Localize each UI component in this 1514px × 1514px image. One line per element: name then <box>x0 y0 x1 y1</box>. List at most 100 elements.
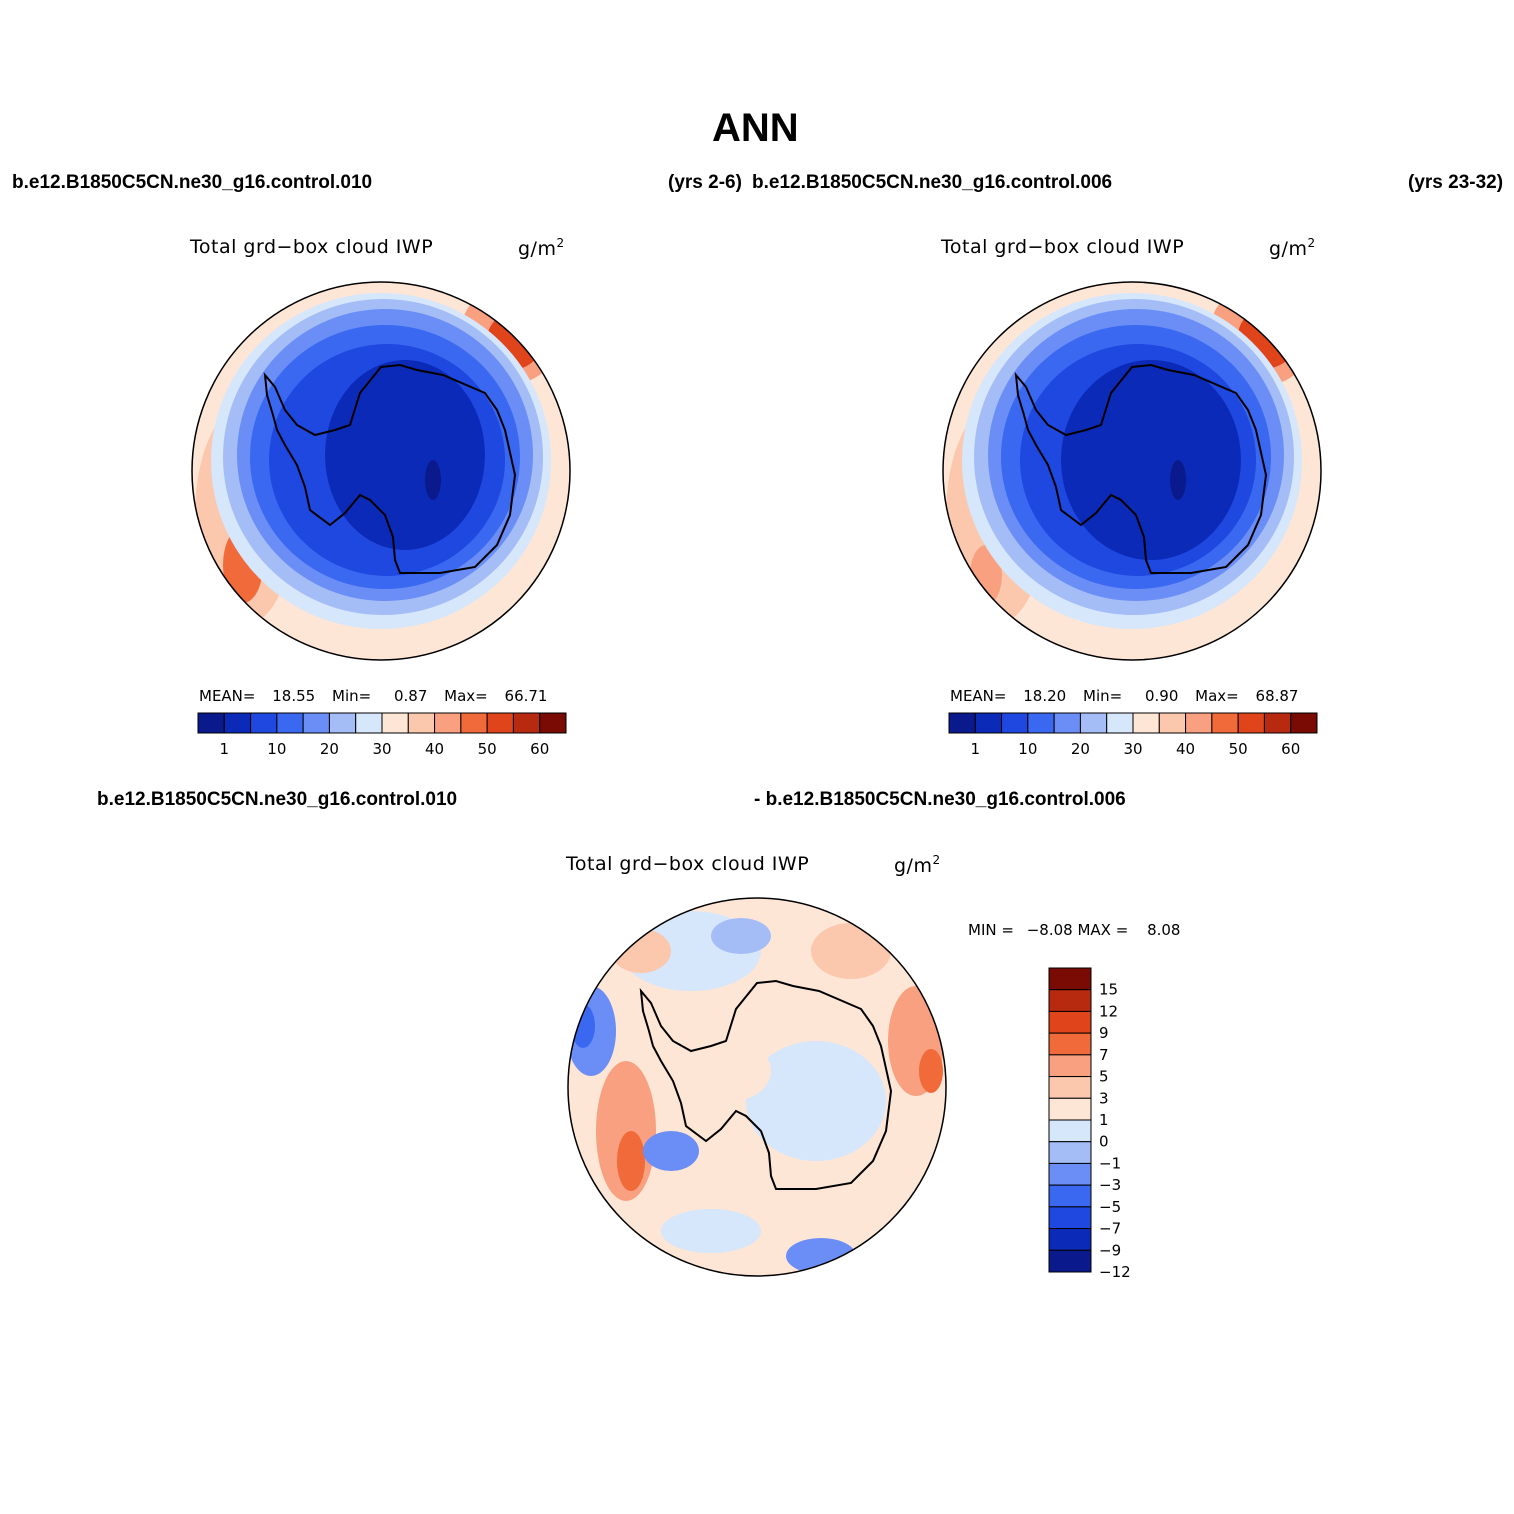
panel2-colorbar-box <box>1185 712 1213 734</box>
panel1-colorbar-box <box>197 712 225 734</box>
panel1-stats: MEAN= 18.55 Min= 0.87 Max= 66.71 <box>199 687 547 705</box>
panel1-colorbar-box <box>512 712 541 734</box>
diff-colorbar-box <box>1048 967 1092 991</box>
panel1-max-label: Max= <box>444 687 488 705</box>
diff-contour-fill <box>568 898 946 1276</box>
panel2-stats: MEAN= 18.20 Min= 0.90 Max= 68.87 <box>950 687 1298 705</box>
panel1-map-border <box>191 281 571 661</box>
panel1-colorbar-box <box>328 712 357 734</box>
panel1-contour-fill <box>192 282 570 660</box>
panel2-colorbar-box <box>1211 712 1239 734</box>
diff-polar-map <box>567 897 947 1277</box>
diff-units-base: g/m <box>894 855 933 877</box>
diff-colorbar-box <box>1048 1184 1092 1208</box>
panel2-units-base: g/m <box>1269 238 1308 260</box>
panel2-case-label: b.e12.B1850C5CN.ne30_g16.control.006 <box>752 172 1113 193</box>
diff-faint-blue-center <box>746 1041 886 1161</box>
panel2-max-value: 68.87 <box>1255 687 1299 705</box>
panel2-contour-fill <box>943 282 1321 660</box>
panel1-units-base: g/m <box>518 238 557 260</box>
panel2-years-label: (yrs 23-32) <box>1408 172 1504 193</box>
panel2-mean-value: 18.20 <box>1023 687 1067 705</box>
diff-colorbar-box <box>1048 1249 1092 1273</box>
diff-colorbar-tick-label: −1 <box>1099 1154 1121 1172</box>
panel2-colorbar-tick-label: 50 <box>1229 740 1248 758</box>
panel1-colorbar-tick-label: 30 <box>372 740 391 758</box>
panel2-max-label: Max= <box>1195 687 1239 705</box>
diff-colorbar-box <box>1048 1206 1092 1230</box>
diff-colorbar-tick-label: 0 <box>1099 1133 1109 1151</box>
diff-colorbar-box <box>1048 1032 1092 1056</box>
panel2-colorbar-box <box>1106 712 1134 734</box>
panel1-units-exp: 2 <box>556 236 565 250</box>
panel1-years-label: (yrs 2-6) <box>668 172 742 193</box>
panel1-colorbar-box <box>302 712 330 734</box>
panel2-units: g/m2 <box>1269 236 1316 260</box>
panel2-colorbar-box <box>1001 712 1029 734</box>
diff-units-exp: 2 <box>932 853 941 867</box>
panel2-colorbar-box <box>1027 712 1055 734</box>
panel2-colorbar-box <box>1158 712 1187 734</box>
diff-map-border <box>567 897 947 1277</box>
diff-max-label: MAX = <box>1077 921 1129 939</box>
diff-colorbar-tick-label: 1 <box>1099 1111 1109 1129</box>
panel1-colorbar-tick-label: 60 <box>530 740 549 758</box>
panel1-max-value: 66.71 <box>504 687 548 705</box>
panel1-variable-label: Total grd−box cloud IWP <box>190 236 434 258</box>
diff-red-patch-ne <box>811 923 891 979</box>
panel1-polar-map <box>191 281 571 661</box>
diff-units: g/m2 <box>894 853 941 877</box>
panel1-mean-label: MEAN= <box>199 687 256 705</box>
diff-colorbar-tick-label: 12 <box>1099 1002 1118 1020</box>
panel2-colorbar-box <box>1053 712 1081 734</box>
panel1-colorbar-box <box>381 712 409 734</box>
diff-min-label: MIN = <box>968 921 1014 939</box>
panel2-colorbar-tick-label: 1 <box>971 740 981 758</box>
panel1-colorbar-box <box>486 712 514 734</box>
panel1-colorbar-box <box>434 712 462 734</box>
panel2-min-label: Min= <box>1083 687 1123 705</box>
diff-colorbar-tick-label: 15 <box>1099 981 1118 999</box>
panel1-colorbar-tick-label: 50 <box>478 740 497 758</box>
panel2-colorbar-tick-label: 10 <box>1018 740 1037 758</box>
diff-colorbar-tick-label: −3 <box>1099 1176 1121 1194</box>
diff-blue-core-w <box>571 1004 595 1048</box>
diff-colorbar-tick-label: 7 <box>1099 1046 1109 1064</box>
panel1-min-value: 0.87 <box>393 687 428 705</box>
panel1-colorbar: 110203040506080 <box>197 712 567 758</box>
panel2-colorbar-tick-label: 30 <box>1123 740 1142 758</box>
diff-colorbar-tick-label: −7 <box>1099 1220 1121 1238</box>
diff-blue-patch-sw <box>643 1131 699 1171</box>
diff-faint-blue-s <box>661 1209 761 1253</box>
diff-red-patch-nw <box>611 929 671 973</box>
panel2-units-exp: 2 <box>1307 236 1316 250</box>
diff-colorbar-box <box>1048 1054 1092 1078</box>
panel2-colorbar-tick-label: 60 <box>1281 740 1300 758</box>
diff-blue-core-n <box>711 918 771 954</box>
panel2-min-value: 0.90 <box>1144 687 1179 705</box>
panel1-colorbar-tick-label: 40 <box>425 740 444 758</box>
diff-colorbar-box <box>1048 1162 1092 1186</box>
panel2-polar-map <box>942 281 1322 661</box>
panel1-colorbar-box <box>276 712 304 734</box>
diff-antarctica-coastline <box>639 979 893 1190</box>
panel1-deep-blue-core <box>325 360 485 550</box>
diff-colorbar-box <box>1048 1010 1092 1034</box>
diff-colorbar-tick-label: 3 <box>1099 1089 1109 1107</box>
diff-red-core-sw <box>617 1131 645 1191</box>
diff-colorbar-tick-label: 9 <box>1099 1024 1109 1042</box>
diff-red-core-e <box>919 1049 943 1093</box>
panel2-colorbar-tick-label: 40 <box>1176 740 1195 758</box>
diff-colorbar-box <box>1048 1228 1092 1251</box>
diff-colorbar-tick-label: −5 <box>1099 1198 1121 1216</box>
panel1-colorbar-box <box>355 712 383 734</box>
panel2-colorbar-box <box>1132 712 1160 734</box>
panel1-colorbar-tick-label: 20 <box>320 740 339 758</box>
panel2-colorbar-box <box>974 712 1003 734</box>
panel2-deep-blue-core <box>1061 360 1241 560</box>
diff-variable-label: Total grd−box cloud IWP <box>566 853 810 875</box>
panel2-colorbar-box <box>1079 712 1108 734</box>
panel2-map-border <box>942 281 1322 661</box>
panel1-mean-value: 18.55 <box>272 687 316 705</box>
